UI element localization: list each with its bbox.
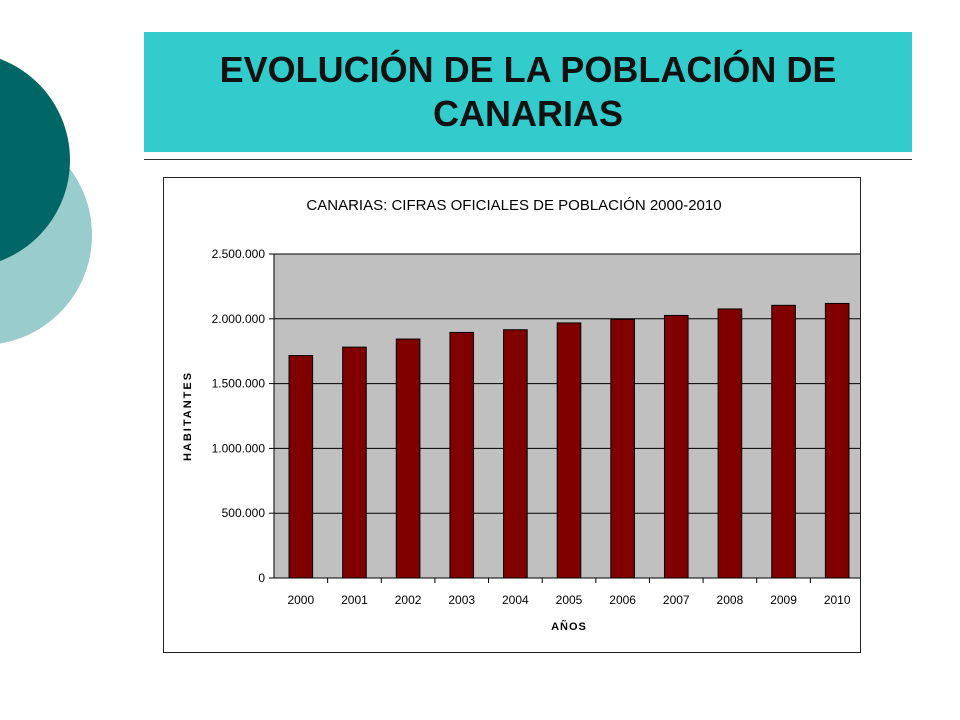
bar-2010 — [824, 302, 850, 579]
decorative-circles — [0, 58, 92, 344]
x-tick-label: 2003 — [448, 593, 475, 607]
x-tick-label: 2009 — [770, 593, 797, 607]
title-divider — [144, 159, 912, 160]
x-tick-label: 2000 — [287, 593, 314, 607]
chart-title: CANARIAS: CIFRAS OFICIALES DE POBLACIÓN … — [306, 197, 721, 214]
bar-2001 — [342, 346, 367, 579]
bar-2003 — [449, 331, 475, 579]
x-tick-label: 2006 — [609, 593, 636, 607]
chart-frame: CANARIAS: CIFRAS OFICIALES DE POBLACIÓN … — [163, 177, 861, 653]
x-tick-label: 2004 — [502, 593, 529, 607]
title-band: EVOLUCIÓN DE LA POBLACIÓN DE CANARIAS — [144, 32, 912, 152]
y-tick-label: 1.000.000 — [212, 441, 266, 455]
page-title: EVOLUCIÓN DE LA POBLACIÓN DE CANARIAS — [219, 49, 837, 134]
bar-2008 — [717, 308, 743, 579]
x-axis-label: AÑOS — [551, 620, 587, 633]
bar-2000 — [288, 355, 314, 579]
x-tick-label: 2005 — [556, 593, 583, 607]
y-axis-label: HABITANTES — [182, 371, 194, 461]
y-tick-label: 500.000 — [222, 506, 266, 520]
bar-2005 — [556, 322, 582, 579]
x-tick-label: 2007 — [663, 593, 690, 607]
y-tick-label: 2.000.000 — [212, 312, 266, 326]
x-tick-label: 2002 — [395, 593, 422, 607]
bar-2004 — [503, 329, 528, 579]
y-tick-label: 2.500.000 — [212, 247, 266, 261]
bar-2009 — [771, 304, 796, 579]
bar-2006 — [610, 318, 635, 579]
bar-2002 — [395, 338, 421, 579]
x-tick-label: 2001 — [341, 593, 368, 607]
population-bar-chart: CANARIAS: CIFRAS OFICIALES DE POBLACIÓN … — [182, 197, 860, 633]
dark-circle-shape — [0, 58, 70, 262]
x-tick-label: 2010 — [824, 593, 851, 607]
y-tick-label: 1.500.000 — [212, 377, 266, 391]
bar-2007 — [663, 314, 689, 579]
x-tick-label: 2008 — [717, 593, 744, 607]
y-tick-label: 0 — [258, 571, 265, 585]
